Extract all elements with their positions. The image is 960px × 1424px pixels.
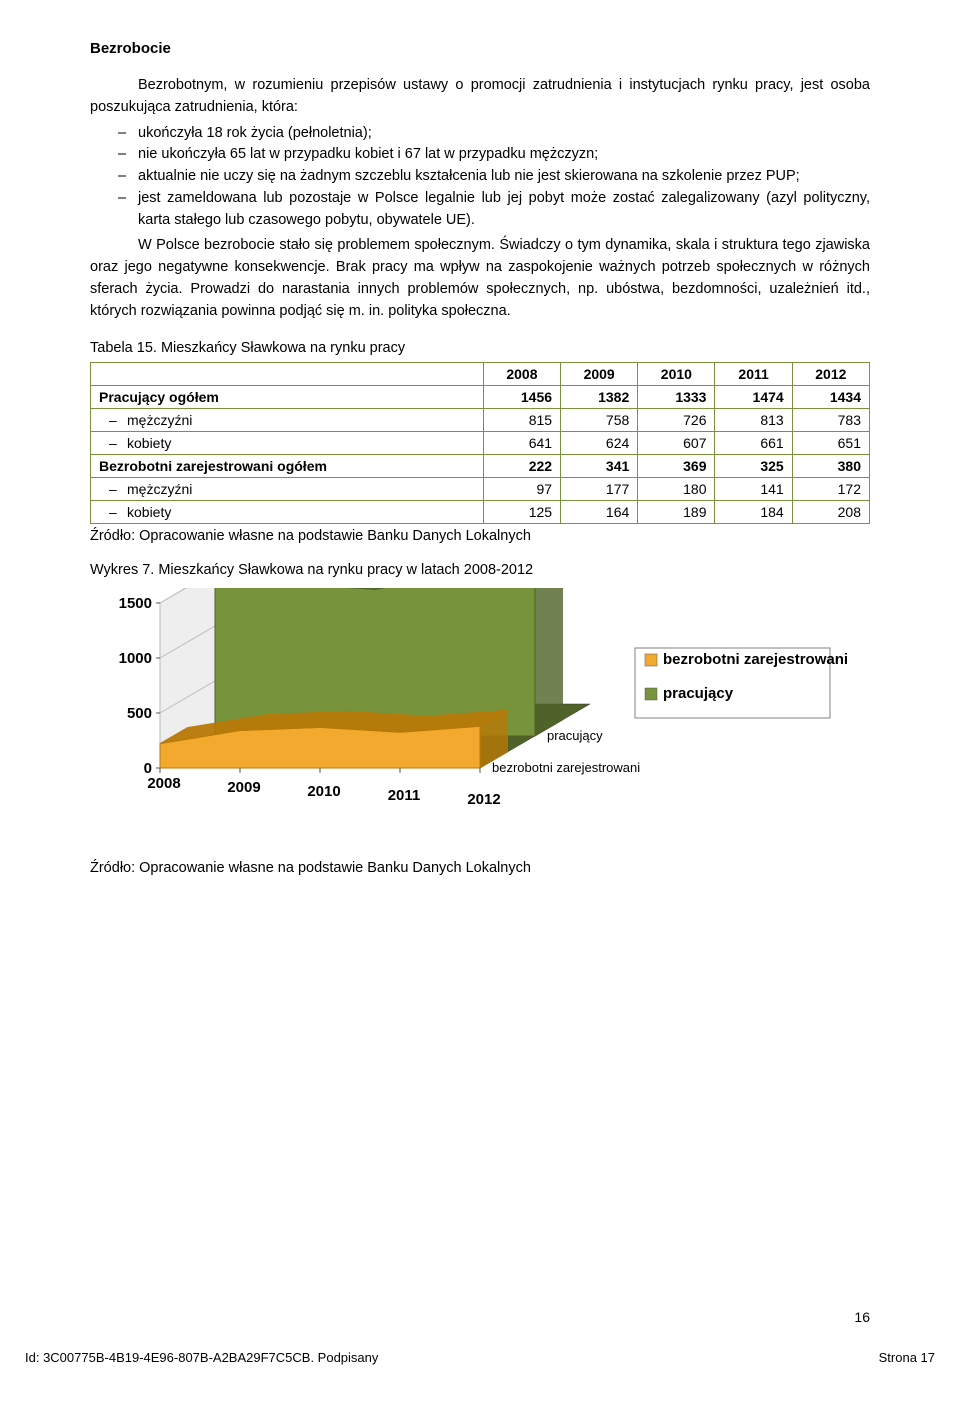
svg-text:bezrobotni zarejestrowani: bezrobotni zarejestrowani [663, 651, 848, 668]
data-table: 20082009201020112012 Pracujący ogółem1456… [90, 362, 870, 524]
table-cell: 783 [792, 409, 869, 432]
table-cell: 164 [561, 501, 638, 524]
list-item: jest zameldowana lub pozostaje w Polsce … [118, 188, 870, 232]
svg-text:2011: 2011 [388, 787, 421, 804]
table-cell: 369 [638, 455, 715, 478]
table-cell: 1382 [561, 386, 638, 409]
footer-id: Id: 3C00775B-4B19-4E96-807B-A2BA29F7C5CB… [25, 1350, 378, 1365]
table-cell: 97 [483, 478, 560, 501]
table-row-label: Bezrobotni zarejestrowani ogółem [91, 455, 484, 478]
table-cell: 651 [792, 432, 869, 455]
table-cell: 184 [715, 501, 792, 524]
svg-text:1500: 1500 [119, 595, 152, 612]
page-footer: Id: 3C00775B-4B19-4E96-807B-A2BA29F7C5CB… [25, 1350, 935, 1365]
table-row-label: Pracujący ogółem [91, 386, 484, 409]
table-cell: 1456 [483, 386, 560, 409]
table-row-label: mężczyźni [91, 478, 484, 501]
table-cell: 1474 [715, 386, 792, 409]
table-header: 2010 [638, 363, 715, 386]
table-cell: 180 [638, 478, 715, 501]
table-header: 2012 [792, 363, 869, 386]
table-cell: 661 [715, 432, 792, 455]
table-cell: 177 [561, 478, 638, 501]
table-cell: 726 [638, 409, 715, 432]
intro-paragraph: Bezrobotnym, w rozumieniu przepisów usta… [90, 75, 870, 119]
table-cell: 325 [715, 455, 792, 478]
table-cell: 172 [792, 478, 869, 501]
table-cell: 141 [715, 478, 792, 501]
svg-text:pracujący: pracujący [663, 685, 734, 702]
chart-caption: Wykres 7. Mieszkańcy Sławkowa na rynku p… [90, 562, 870, 578]
page-number: 16 [854, 1309, 870, 1325]
table-header: 2008 [483, 363, 560, 386]
table-cell: 189 [638, 501, 715, 524]
chart: 05001000150020082009201020112012pracując… [90, 588, 870, 848]
table-cell: 125 [483, 501, 560, 524]
table-cell: 208 [792, 501, 869, 524]
table-cell: 815 [483, 409, 560, 432]
table-cell: 341 [561, 455, 638, 478]
list-item: ukończyła 18 rok życia (pełnoletnia); [118, 123, 870, 145]
svg-text:pracujący: pracujący [547, 728, 603, 743]
table-row-label: mężczyźni [91, 409, 484, 432]
table-header: 2009 [561, 363, 638, 386]
footer-page: Strona 17 [879, 1350, 935, 1365]
table-cell: 1434 [792, 386, 869, 409]
section-title: Bezrobocie [90, 40, 870, 57]
table-row-label: kobiety [91, 501, 484, 524]
table-cell: 758 [561, 409, 638, 432]
svg-text:500: 500 [127, 705, 152, 722]
definition-list: ukończyła 18 rok życia (pełnoletnia);nie… [90, 123, 870, 232]
table-cell: 1333 [638, 386, 715, 409]
svg-text:1000: 1000 [119, 650, 152, 667]
list-item: aktualnie nie uczy się na żadnym szczebl… [118, 166, 870, 188]
svg-text:2008: 2008 [147, 775, 180, 792]
svg-text:2009: 2009 [227, 779, 260, 796]
chart-source: Źródło: Opracowanie własne na podstawie … [90, 860, 870, 876]
svg-text:2010: 2010 [307, 783, 340, 800]
table-row-label: kobiety [91, 432, 484, 455]
table-source: Źródło: Opracowanie własne na podstawie … [90, 528, 870, 544]
list-item: nie ukończyła 65 lat w przypadku kobiet … [118, 144, 870, 166]
table-cell: 813 [715, 409, 792, 432]
table-header: 2011 [715, 363, 792, 386]
table-cell: 624 [561, 432, 638, 455]
table-cell: 222 [483, 455, 560, 478]
body-paragraph: W Polsce bezrobocie stało się problemem … [90, 235, 870, 322]
table-cell: 607 [638, 432, 715, 455]
svg-text:bezrobotni zarejestrowani: bezrobotni zarejestrowani [492, 760, 640, 775]
svg-text:2012: 2012 [467, 791, 500, 808]
table-caption: Tabela 15. Mieszkańcy Sławkowa na rynku … [90, 340, 870, 356]
table-cell: 641 [483, 432, 560, 455]
table-cell: 380 [792, 455, 869, 478]
